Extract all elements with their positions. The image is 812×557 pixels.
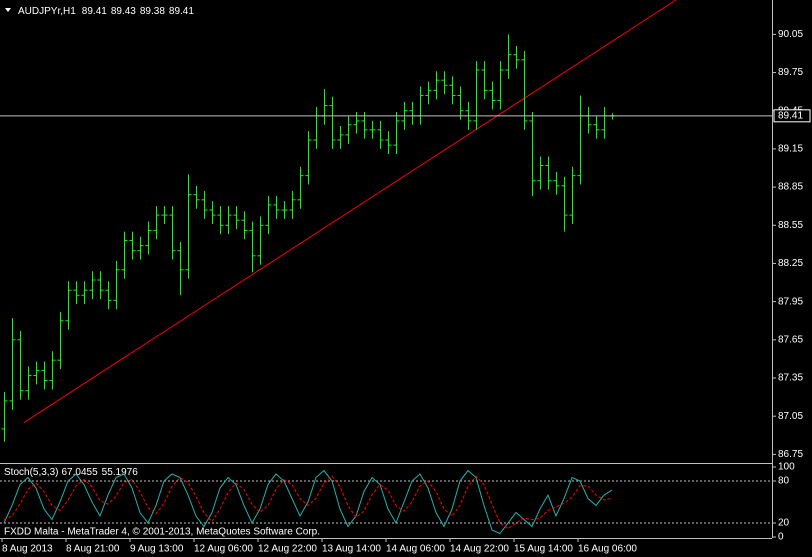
y-tick-label: 0: [778, 532, 784, 543]
indicator-header: Stoch(5,3,3) 67.0455 55.1976: [4, 467, 138, 478]
y-tick-label: 100: [778, 462, 795, 473]
signal-value: 55.1976: [102, 467, 139, 478]
x-tick-label: 9 Aug 13:00: [130, 544, 184, 555]
y-tick-label: 87.65: [778, 334, 803, 345]
y-tick-label: 87.95: [778, 296, 803, 307]
x-tick-label: 13 Aug 14:00: [322, 544, 381, 555]
stoch-line: [3, 475, 613, 530]
copyright: FXDD Malta - MetaTrader 4, © 2001-2013, …: [4, 527, 320, 538]
symbol: AUDJPYr,H1: [18, 6, 76, 17]
x-tick-label: 15 Aug 14:00: [514, 544, 573, 555]
y-tick-label: 88.55: [778, 220, 803, 231]
main-value: 67.0455: [61, 467, 98, 478]
y-tick-label: 89.75: [778, 67, 803, 78]
x-tick-label: 8 Aug 2013: [2, 544, 53, 555]
trendline: [23, 0, 677, 423]
open-value: 89.41: [82, 6, 107, 17]
menu-arrow[interactable]: [5, 8, 11, 12]
indicator-title: Stoch(5,3,3): [4, 467, 58, 478]
stoch-line: [3, 469, 613, 535]
y-tick-label: 89.15: [778, 144, 803, 155]
x-tick-label: 12 Aug 22:00: [258, 544, 317, 555]
y-tick-label: 88.85: [778, 182, 803, 193]
y-tick-label: 80: [778, 476, 790, 487]
high-value: 89.43: [111, 6, 136, 17]
x-tick-label: 8 Aug 21:00: [66, 544, 120, 555]
low-value: 89.38: [140, 6, 165, 17]
x-tick-label: 16 Aug 06:00: [578, 544, 637, 555]
x-tick-label: 14 Aug 06:00: [386, 544, 445, 555]
y-tick-label: 90.05: [778, 29, 803, 40]
chart-header: AUDJPYr,H1 89.41 89.43 89.38 89.41: [18, 6, 194, 17]
y-tick-label: 87.05: [778, 411, 803, 422]
y-tick-label: 88.25: [778, 258, 803, 269]
y-tick-label: 20: [778, 518, 790, 529]
current-price-label: 89.41: [778, 110, 803, 121]
x-tick-label: 12 Aug 06:00: [194, 544, 253, 555]
x-tick-label: 14 Aug 22:00: [450, 544, 509, 555]
close-value: 89.41: [169, 6, 194, 17]
y-tick-label: 87.35: [778, 373, 803, 384]
current-price-box: [773, 109, 811, 123]
y-tick-label: 86.75: [778, 449, 803, 460]
